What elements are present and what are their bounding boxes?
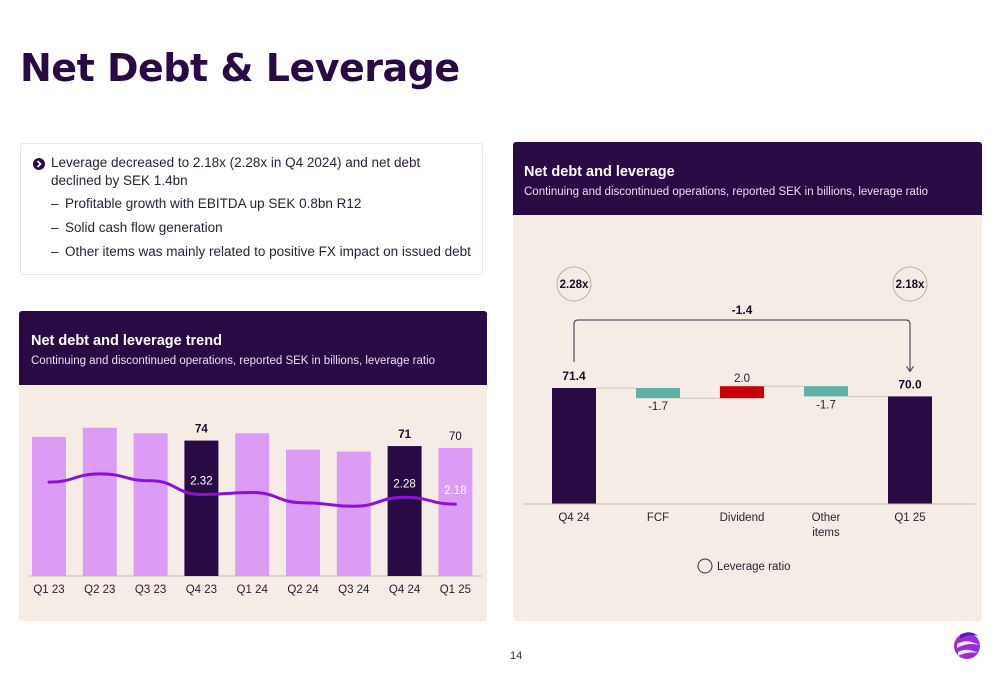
list-item-text: Profitable growth with EBITDA up SEK 0.8…	[65, 196, 362, 211]
waterfall-chart-header: Net debt and leverage Continuing and dis…	[513, 142, 982, 215]
bar-value-label: 2.0	[734, 373, 750, 385]
bar-value-label: 71	[398, 429, 411, 441]
x-tick-label: Q1 23	[33, 584, 64, 596]
bar-value-label: -1.7	[816, 399, 836, 411]
dash-marker: –	[51, 244, 59, 259]
leverage-line	[47, 472, 457, 508]
bar	[235, 433, 270, 576]
change-label: -1.4	[732, 303, 753, 317]
list-item-text: Other items was mainly related to positi…	[65, 244, 471, 259]
x-tick-label: Q1 25	[894, 512, 925, 524]
list-item-text: Solid cash flow generation	[65, 220, 223, 235]
bar-value-label: 71.4	[562, 369, 586, 383]
bar-value-label: -1.7	[648, 401, 668, 413]
bar	[286, 449, 320, 576]
x-tick-label: Q4 24	[389, 584, 421, 596]
waterfall-chart-subtitle: Continuing and discontinued operations, …	[524, 186, 929, 198]
x-tick-label: Q3 23	[135, 584, 166, 596]
change-bracket	[573, 319, 911, 371]
trend-chart-subtitle: Continuing and discontinued operations, …	[31, 355, 436, 367]
decrease-bar	[636, 388, 680, 399]
x-tick-label: Q1 25	[440, 584, 471, 596]
trend-chart-header: Net debt and leverage trend Continuing a…	[19, 311, 487, 385]
dash-marker: –	[51, 196, 59, 211]
decrease-bar	[804, 386, 848, 397]
bar	[387, 446, 422, 576]
leverage-label: 2.32	[190, 476, 212, 488]
page-title: Net Debt & Leverage	[20, 46, 460, 90]
waterfall-chart-panel: Net debt and leverage Continuing and dis…	[513, 142, 982, 621]
x-tick-label: Q3 24	[338, 584, 370, 596]
leverage-start-label: 2.28x	[560, 279, 589, 291]
dash-marker: –	[51, 220, 59, 235]
total-bar	[888, 396, 932, 504]
bar	[184, 440, 219, 576]
x-tick-label: Q2 23	[84, 584, 115, 596]
x-tick-label: Other	[812, 512, 841, 524]
arrow-down-icon	[906, 366, 914, 373]
chevron-right-icon	[33, 158, 45, 170]
bar-value-label: 70.0	[898, 377, 922, 391]
trend-chart-title: Net debt and leverage trend	[31, 333, 222, 349]
bar	[133, 433, 168, 576]
leverage-bubble	[892, 266, 928, 302]
x-tick-label: Q1 24	[237, 584, 269, 596]
leverage-label: 2.18	[444, 485, 466, 497]
trend-chart-panel: Net debt and leverage trend Continuing a…	[19, 311, 487, 621]
list-item: – Solid cash flow generation	[31, 219, 472, 237]
bar	[438, 447, 473, 576]
list-item: – Other items was mainly related to posit…	[31, 243, 472, 261]
x-tick-label: Dividend	[720, 512, 765, 524]
bar-value-label: 70	[449, 431, 462, 443]
bullet-main: Leverage decreased to 2.18x (2.28x in Q4…	[31, 154, 472, 190]
leverage-label: 2.28	[393, 478, 415, 490]
total-bar	[552, 388, 596, 504]
x-tick-label: FCF	[647, 512, 669, 524]
bar	[32, 436, 66, 576]
waterfall-chart: 71.4 -1.7 2.0 -1.7 70.0 Q4 24 FCF Dividend Other…	[523, 266, 975, 574]
waterfall-chart-title: Net debt and leverage	[524, 164, 675, 180]
increase-bar	[720, 386, 764, 399]
bar	[82, 427, 117, 576]
trend-chart: Q1 23 Q2 23 Q3 23 Q4 23 74 Q1 24 Q2 24 Q3 24 Q4 …	[29, 424, 482, 596]
x-tick-label: Q2 24	[287, 584, 319, 596]
bar	[336, 451, 371, 576]
leverage-end-label: 2.18x	[896, 279, 925, 291]
leverage-bubble	[556, 266, 592, 302]
bullet-sub-list: – Profitable growth with EBITDA up SEK 0.…	[31, 195, 472, 261]
bullet-box: Leverage decreased to 2.18x (2.28x in Q4…	[20, 143, 483, 275]
bar-value-label: 74	[195, 424, 208, 436]
x-tick-label: items	[812, 527, 840, 539]
page-number: 14	[510, 650, 523, 662]
list-item: – Profitable growth with EBITDA up SEK 0.…	[31, 195, 472, 213]
brand-logo-icon	[952, 627, 982, 666]
bullet-main-text: Leverage decreased to 2.18x (2.28x in Q4…	[51, 155, 421, 188]
legend-marker	[697, 558, 713, 574]
legend-label: Leverage ratio	[717, 561, 791, 573]
x-tick-label: Q4 23	[186, 584, 217, 596]
x-tick-label: Q4 24	[558, 512, 590, 524]
